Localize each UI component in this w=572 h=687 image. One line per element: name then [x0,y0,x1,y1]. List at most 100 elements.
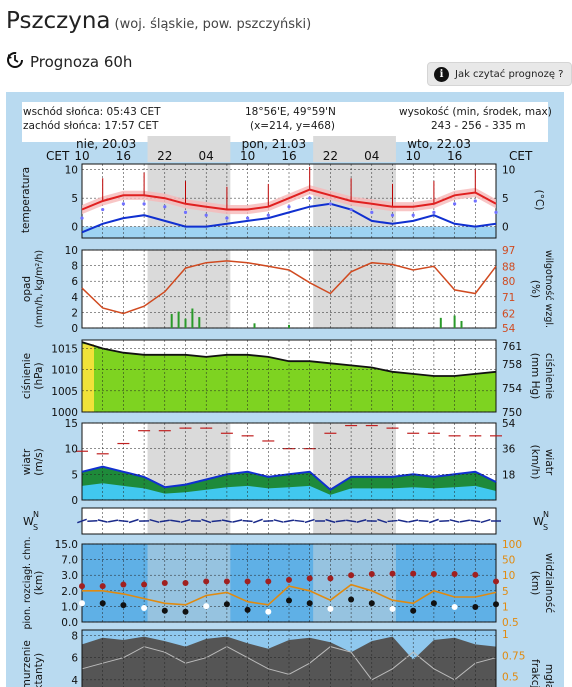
precip-night-1 [313,250,396,328]
timezone-left-label: CET [46,149,70,163]
wind-direction-arrow [87,519,98,523]
cloud-layer-point [141,604,148,611]
cloudbase-point [223,578,230,585]
cloudbase-ytick-label: 7.0 [61,555,78,567]
temperature-ytick-label: 0 [71,222,78,234]
timezone-right-label: CET [509,149,533,163]
temperature-ytick-right: 5 [502,193,509,205]
cloudbase-point [348,572,355,579]
cloud-layer-point [161,607,168,614]
precip-bar [439,317,442,328]
wind-dir-label-left-s: S [33,523,38,532]
pressure-ytick-label: 1000 [51,407,78,419]
cloud-layer-point [265,608,272,615]
cloudbase-point [389,570,396,577]
precip-bar [198,317,201,328]
wind-direction-arrow [242,519,253,523]
wind-ytick-label: 15 [65,418,78,430]
cloudbase-ytick-label: 15.0 [55,539,78,551]
pressure-ylabel-left: ciśnienie [21,353,33,399]
help-button[interactable]: i Jak czytać prognozę ? [427,62,572,86]
altitude-values: 243 - 256 - 335 m [431,120,526,132]
wind-direction-arrow [283,519,295,523]
day-label: nie, 20.03 [76,137,136,151]
temperature-point [349,207,353,212]
cloud-layer-point [410,607,417,614]
temperature-point [121,202,125,206]
cloudbase-point [327,575,334,582]
wind-ylabel-left-unit: (m/s) [33,448,45,475]
city-name: Pszczyna [6,8,111,34]
cloudbase-point [493,578,499,585]
cloudbase-ylabel-left: pion. rozciągł. chm. [22,536,33,629]
wind-direction-arrow [128,518,139,524]
info-icon: i [434,66,449,82]
humidity-ytick-label: 88 [502,261,515,273]
wind-direction-arrow [387,519,398,523]
pressure-ytick-label: 1010 [51,365,78,377]
fog-ytick-label: 0.5 [502,672,519,684]
temperature-point [80,216,84,220]
wind-ytick-label: 5 [71,469,78,481]
cloud-layer-point [286,597,292,604]
temperature-ylabel-right: (°C) [533,190,545,211]
cloud-ylabel-left: zachmurzenie [21,640,33,687]
pressure-series-line [81,341,497,377]
temperature-ytick-right: 0 [502,222,509,234]
wind-direction-arrow [325,518,336,524]
wind-dir-label-right: W [533,515,544,528]
sunset-text: zachód słońca: 17:57 CET [23,120,159,132]
wind-direction-arrow [418,519,429,523]
history-icon [6,51,24,73]
pressure-ylabel-right: (mm Hg) [529,353,541,400]
cloudbase-ytick-label: 3.0 [61,570,78,582]
temperature-point [328,202,332,206]
temperature-point [390,213,395,217]
pressure-ytick-right: 750 [502,407,522,419]
precip-ytick-label: 2 [71,307,78,319]
humidity-ytick-label: 54 [502,323,516,335]
wind-ytick-right: 18 [502,469,515,481]
wind-direction-arrow [459,519,471,523]
page-header: Pszczyna (woj. śląskie, pow. pszczyński) … [0,0,572,92]
precip-ytick-label: 10 [65,245,78,257]
hour-tick-label: 22 [157,149,172,163]
forecast-toggle[interactable]: Prognoza 60h [6,51,132,73]
region-name: (woj. śląskie, pow. pszczyński) [114,17,312,32]
cloudbase-point [451,571,458,578]
visibility-ytick-label: 100 [502,539,522,551]
cloudbase-point [203,578,210,585]
wind-direction-arrow [397,519,408,523]
wind-speed-line [81,465,497,491]
cloudbase-ylabel-left-unit: (km) [33,571,45,596]
wind-dir-label-left-n: N [33,510,39,519]
visibility-ytick-label: 50 [502,555,515,567]
cloud-layer-point [472,604,479,611]
wind-direction-arrow [356,519,367,523]
timeline-night-0 [147,136,231,162]
humidity-ytick-label: 80 [502,276,515,288]
wind-direction-arrow [97,519,108,523]
cloud-layer-point [79,600,85,607]
temperature-point [204,213,208,217]
fog-ytick-label: 0.75 [502,650,525,662]
wind-direction-arrow [77,518,87,524]
wind-dir-label-left: W [23,515,34,528]
temperature-point [246,216,250,220]
pressure-ylabel-right-2: ciśnienie [543,353,555,399]
visibility-ytick-label: 1 [502,601,509,613]
coords-text: 18°56'E, 49°59'N [245,106,336,118]
temperature-point [101,207,105,212]
temperature-point [266,213,270,217]
hour-tick-label: 16 [447,149,462,163]
timeline-night-1 [313,136,396,162]
temperature-point [308,196,312,200]
fog-ytick-label: 1 [502,629,509,641]
wind-direction-arrow [346,519,357,523]
meteogram: wschód słońca: 05:43 CET zachód słońca: … [6,92,564,687]
visibility-series-line [82,583,497,606]
wind-direction-arrow [428,518,439,524]
wind-direction-arrow [232,519,243,523]
pressure-peak-fill [82,344,94,412]
visibility-ytick-label: 10 [502,570,515,582]
